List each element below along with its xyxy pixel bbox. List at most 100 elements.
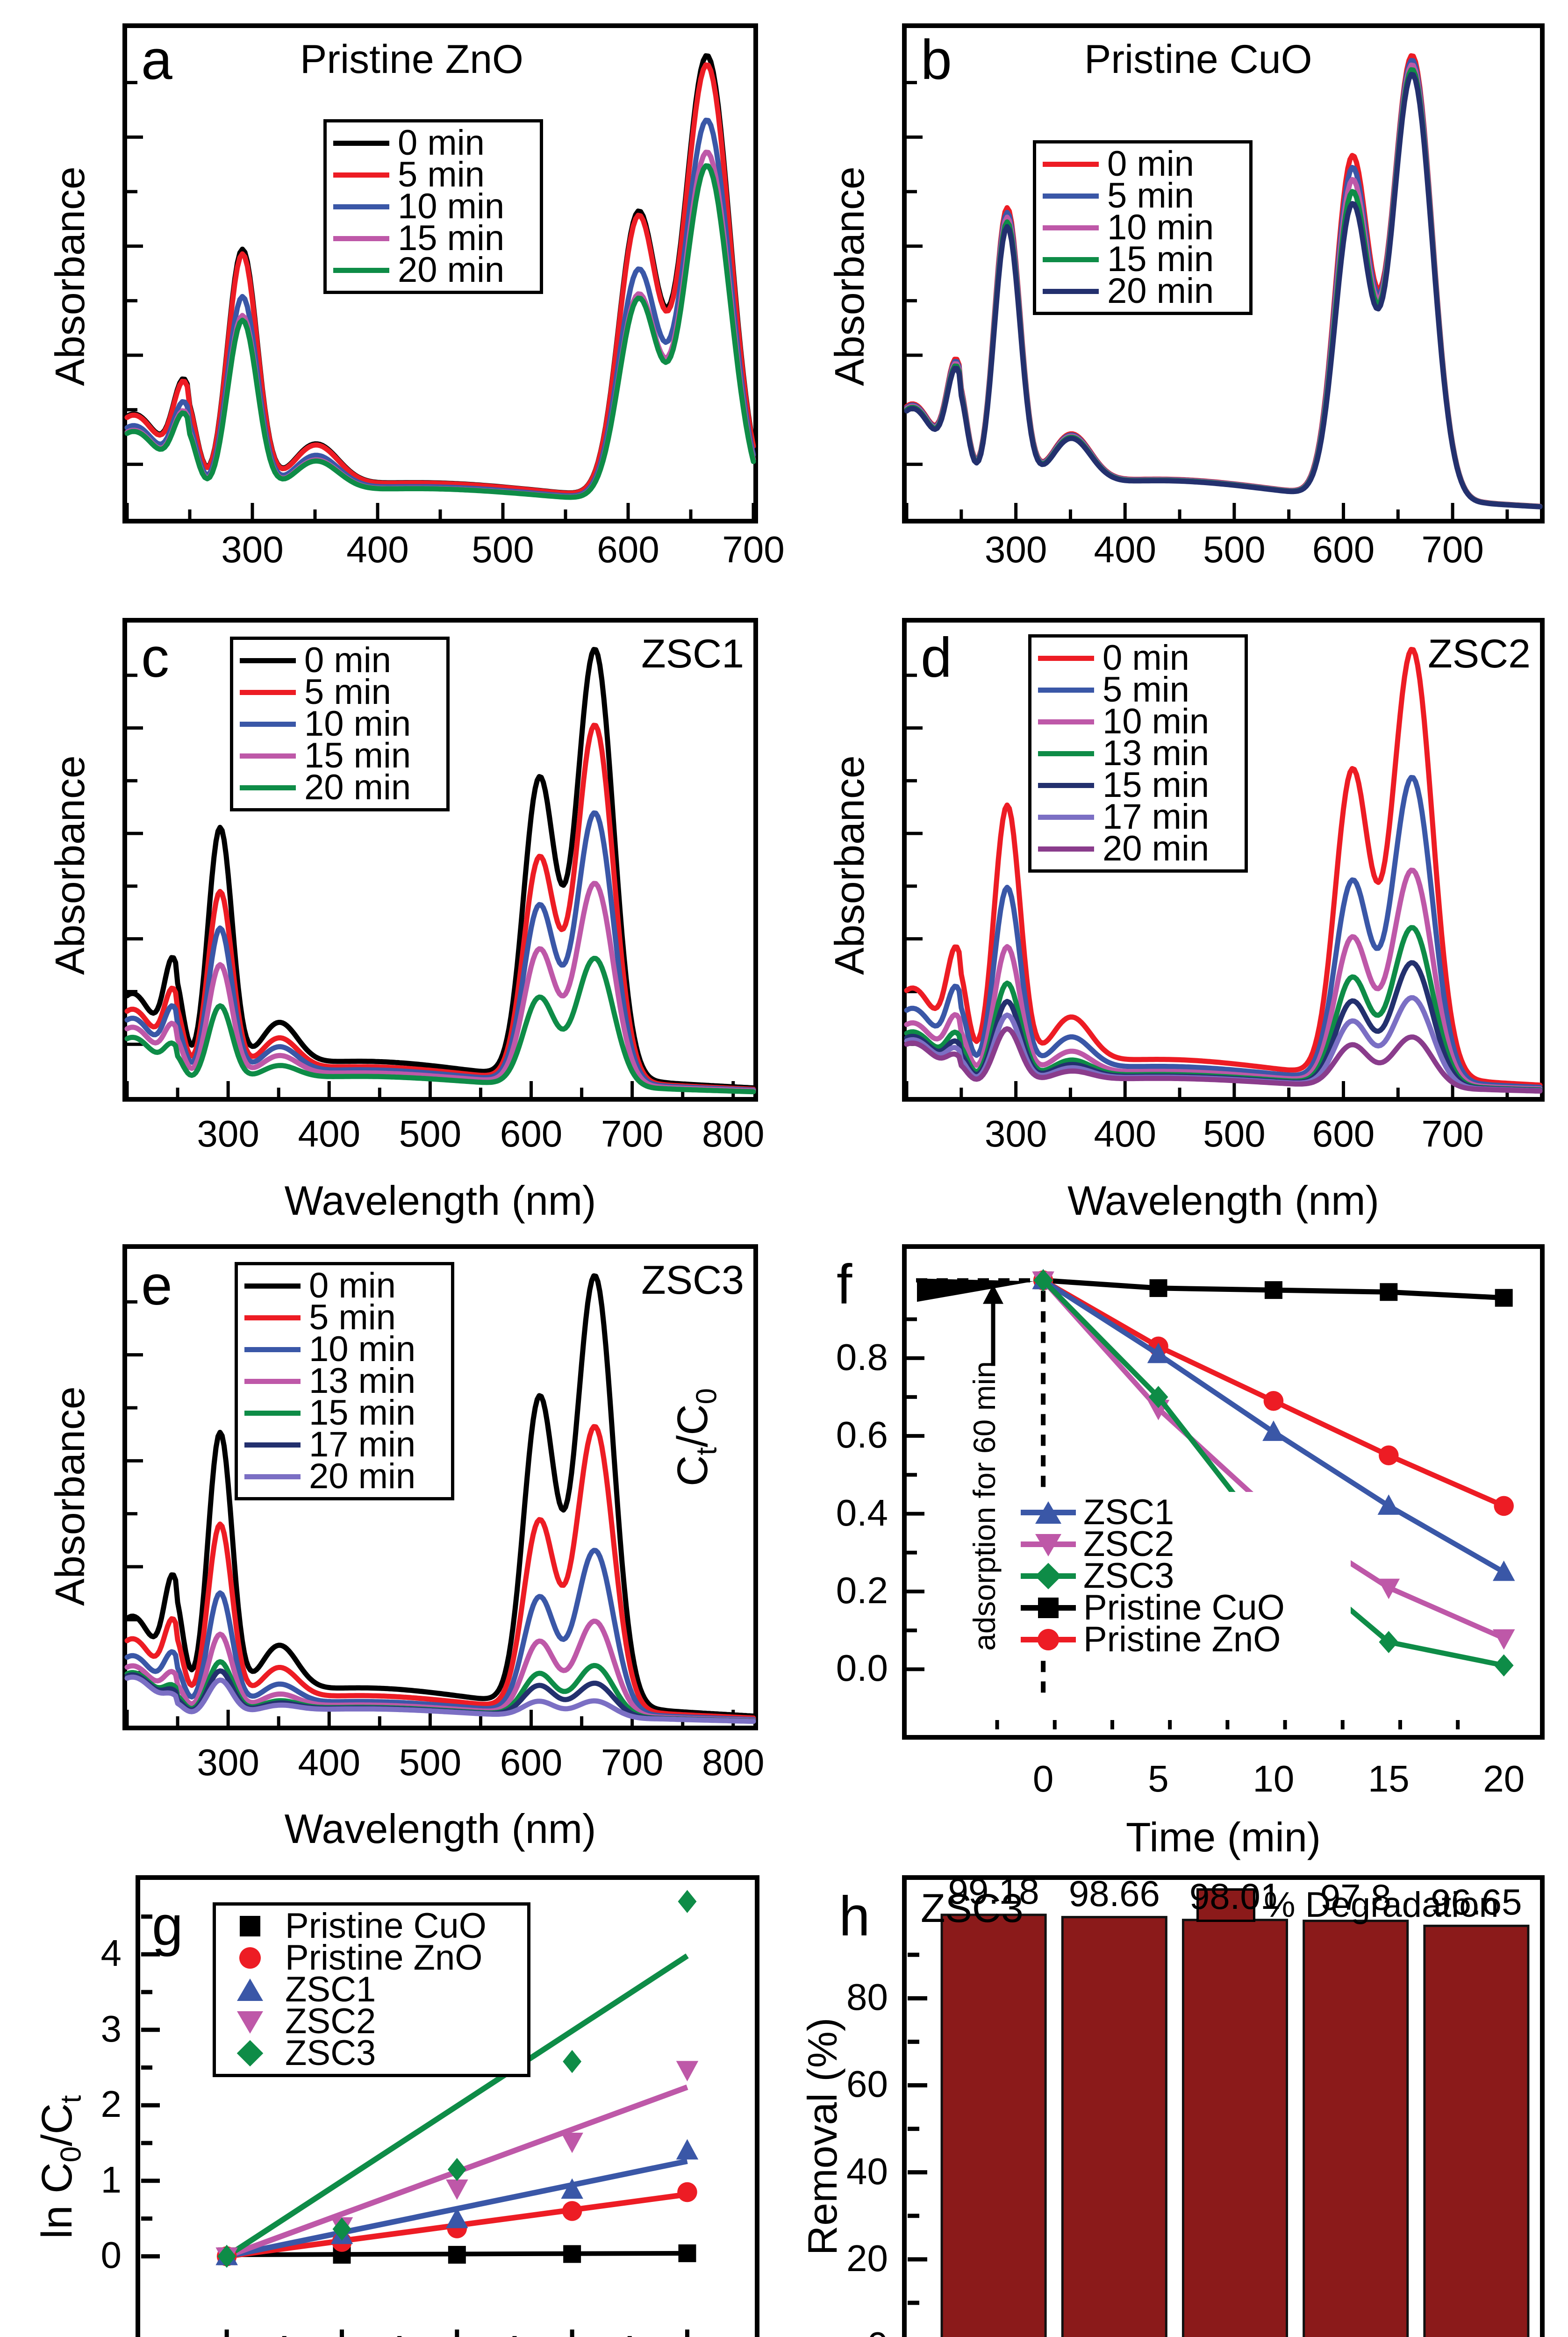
panel-b-label: b [921,29,952,91]
legend-symbol [222,1913,278,1939]
panel-c-xlabel: Wavelength (nm) [284,1177,596,1224]
legend-line-swatch [1043,257,1099,262]
legend-marker-square [240,1916,260,1936]
legend-marker-triangle-down [1035,1534,1061,1556]
legend-item: 10 min [1043,210,1241,245]
x-tick-label: 15 [1368,1758,1410,1799]
ct-c0-slash: /C [669,1404,716,1448]
x-tick-label: 400 [298,1742,360,1783]
x-tick-label: 500 [399,1742,462,1783]
legend-item: 15 min [244,1393,443,1433]
x-tick-label: 0 [1032,1758,1054,1799]
legend-item: Pristine ZnO [1021,1622,1342,1657]
legend-line-swatch [1038,719,1094,724]
legend-item: 17 min [244,1425,443,1464]
legend-line-swatch [244,1442,301,1448]
legend-item: 0 min [333,125,531,161]
panel-e-plot [124,1273,756,1726]
panel-b-ylabel: Absorbance [826,166,873,386]
legend-item: ZSC2 [222,2004,519,2039]
legend-line-swatch [240,689,296,695]
legend-item: 0 min [244,1266,443,1305]
x-tick-label: 700 [601,1742,664,1783]
panel-f-plot [907,1269,1515,1729]
ct-c0-sub-0: 0 [690,1388,723,1405]
y-tick-label: 4 [100,1932,122,1974]
x-tick-label: 600 [1312,529,1375,570]
legend-line-swatch [240,658,296,663]
panel-e-label: e [141,1254,172,1317]
legend-marker-triangle-up [1035,1501,1061,1524]
x-tick-label: 600 [597,529,659,570]
x-tick-label: 800 [702,1113,765,1154]
legend-line-swatch [1043,225,1099,230]
legend-line-swatch [244,1410,301,1416]
legend-item: 0 min [1043,146,1241,182]
panel-e: e ZSC3 0 min 5 min 10 min 13 min 15 min 17 mi… [122,1244,758,1730]
x-tick-label: 400 [1094,1113,1156,1154]
legend-item: ZSC3 [222,2036,519,2071]
bar-value-label: 98.66 [1068,1872,1160,1914]
panel-b: b Pristine CuO 0 min 5 min 10 min 15 min 20 … [902,23,1545,523]
panel-f-legend: ZSC1 ZSC2 ZSC3 Pristine CuO Pristine ZnO [1014,1492,1351,1660]
x-tick-label: 300 [984,1113,1047,1154]
legend-label: ZSC1 [285,1970,376,2009]
panel-a-legend: 0 min 5 min 10 min 15 min 20 min [323,119,543,294]
legend-line-swatch [333,140,389,146]
x-tick-label: 300 [197,1742,259,1783]
legend-line-swatch [1043,288,1099,294]
y-tick-label: 0 [100,2234,122,2276]
panel-h-title: ZSC3 [921,1886,1024,1931]
legend-item: 10 min [244,1332,443,1367]
panel-a-label: a [141,29,172,91]
panel-e-ylabel: Absorbance [47,1386,93,1606]
x-tick-label: 700 [601,1113,664,1154]
panel-c-ylabel: Absorbance [47,755,93,975]
legend-line-swatch [333,172,389,178]
legend-item: 5 min [240,674,438,710]
legend-line-swatch [244,1378,301,1384]
legend-line-swatch [333,204,389,209]
legend-item: 5 min [1038,672,1236,708]
legend-item: 10 min [1038,704,1236,739]
legend-label: 15 min [309,1393,416,1433]
ct-c0-sub-t: t [690,1447,723,1455]
x-tick-label: 500 [1203,1113,1266,1154]
legend-label: 20 min [1103,829,1210,868]
legend-label: 0 min [309,1266,396,1305]
legend-label: 15 min [304,736,411,775]
panel-h-plot [908,1914,1530,2337]
legend-marker-triangle-up [237,1979,263,2001]
legend-line-swatch [1038,655,1094,661]
panel-h: ZSC3 % Degradation 99.18 98.66 98.01 97.8 96… [902,1871,1545,2337]
legend-label: 10 min [304,704,411,744]
x-tick-label: 500 [472,529,534,570]
panel-h-legend-label: % Degradation [1264,1885,1499,1925]
legend-label: 20 min [1107,271,1214,311]
panel-g-label: g [152,1894,183,1957]
panel-b-title: Pristine CuO [1084,37,1312,82]
y-tick-label: 0.4 [836,1491,888,1534]
legend-label: 20 min [304,767,411,807]
panel-c-plot [124,647,756,1097]
legend-item: ZSC1 [1021,1495,1342,1530]
legend-label: 15 min [1103,765,1210,805]
legend-symbol [1021,1499,1076,1526]
legend-label: 17 min [309,1425,416,1464]
x-tick-label: 500 [399,1113,462,1154]
legend-line-swatch [244,1474,301,1479]
legend-label: Pristine CuO [1083,1588,1285,1627]
legend-symbol [222,2040,278,2067]
panel-g-legend: Pristine CuO Pristine ZnO ZSC1 ZSC2 ZSC3 [213,1902,530,2077]
bar-value-label: 96.65 [1431,1881,1522,1923]
legend-line-swatch [333,236,389,241]
legend-label: 0 min [1103,638,1189,678]
legend-symbol [222,1945,278,1971]
degradation-color-swatch [1196,1888,1255,1922]
legend-line-swatch [244,1315,301,1320]
legend-item: Pristine ZnO [222,1940,519,1976]
panel-h-legend: % Degradation [1196,1887,1499,1923]
legend-symbol [1021,1595,1076,1621]
panel-c-title: ZSC1 [641,631,744,676]
panel-e-title: ZSC3 [641,1258,744,1303]
